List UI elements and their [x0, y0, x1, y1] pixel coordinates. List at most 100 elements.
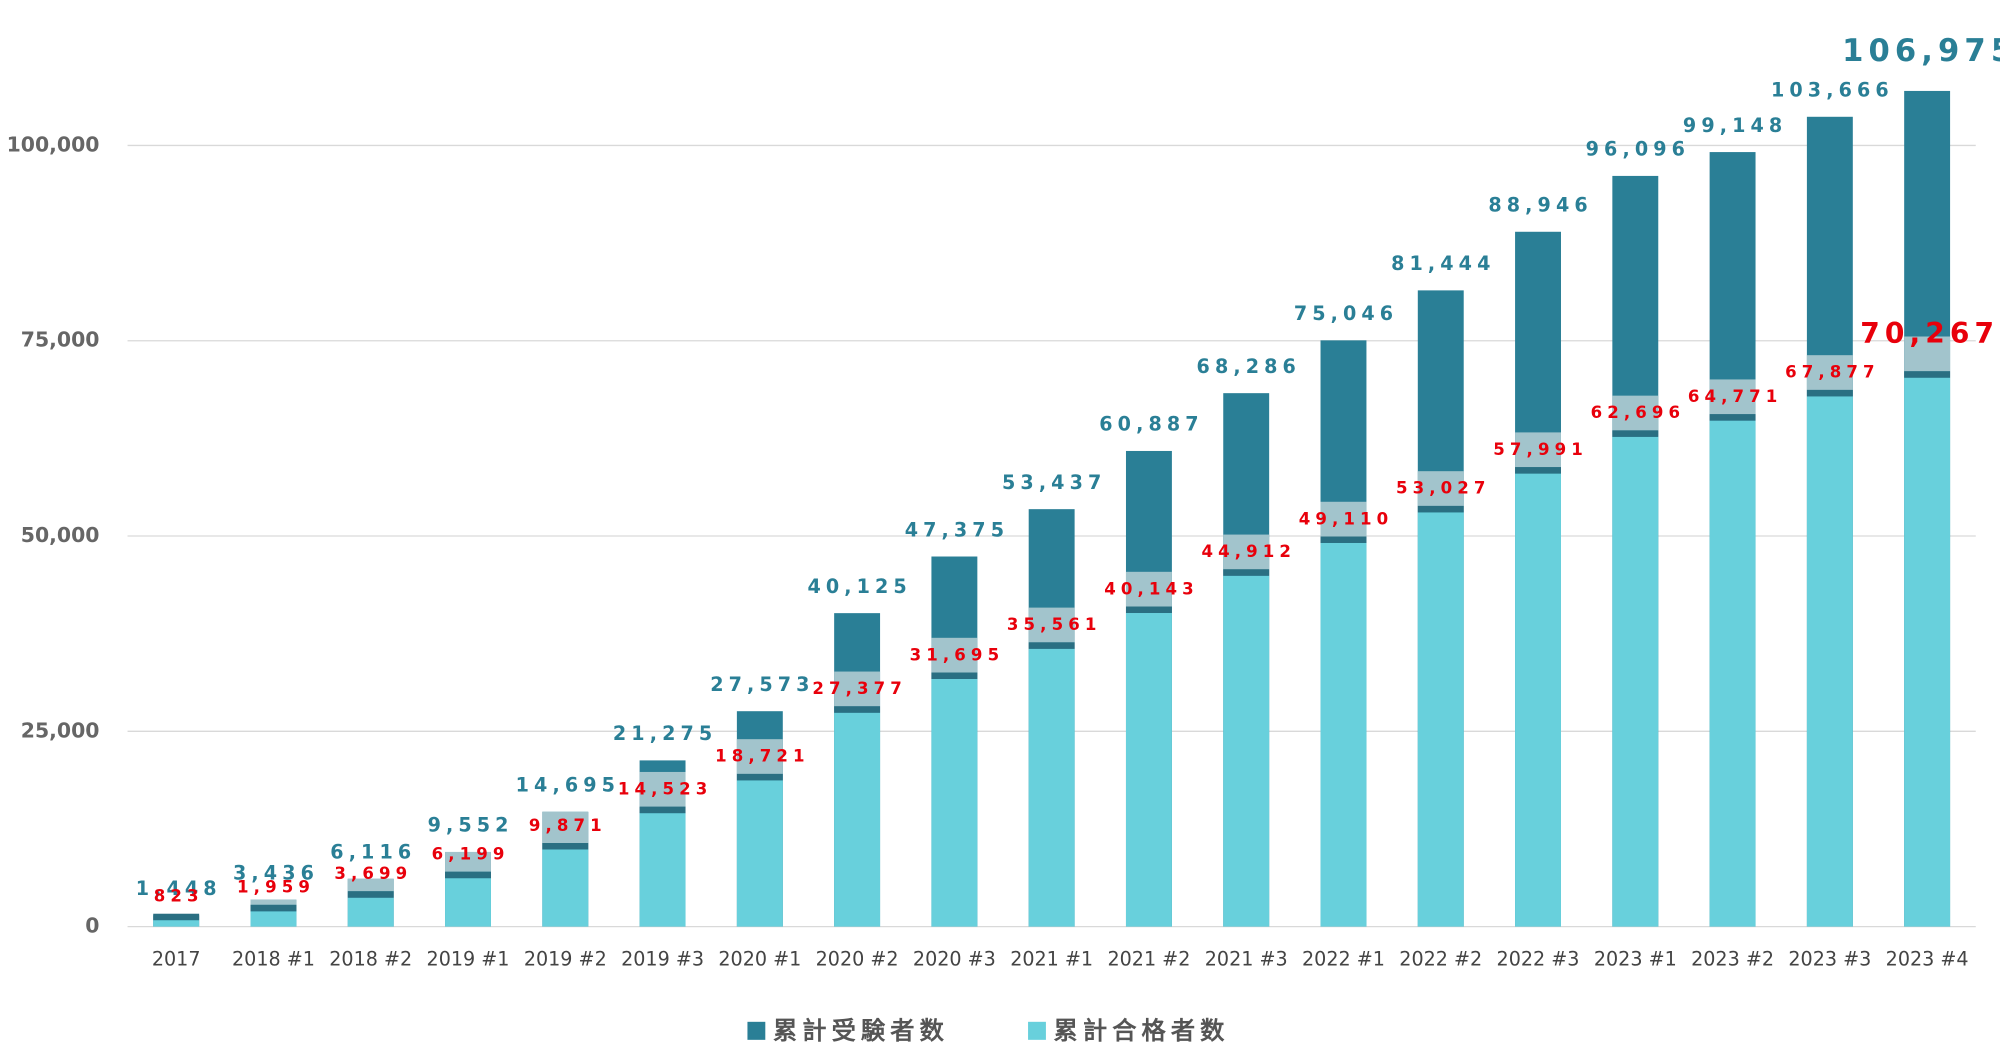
y-tick-label: 75,000 — [21, 328, 100, 352]
pass-label: 53,027 — [1396, 479, 1491, 498]
pass-label: 67,877 — [1785, 363, 1880, 382]
pass-edge — [445, 871, 491, 879]
total-label: 99,148 — [1683, 114, 1787, 137]
label-band — [542, 811, 589, 844]
pass-bar — [1223, 575, 1270, 927]
pass-bar — [1806, 396, 1853, 927]
pass-bar — [1904, 377, 1951, 927]
pass-bar — [1028, 648, 1075, 927]
pass-edge — [1709, 414, 1756, 421]
label-band — [1709, 379, 1756, 415]
label-band — [639, 771, 686, 807]
pass-bar — [931, 678, 978, 927]
pass-edge — [931, 672, 978, 679]
label-band — [1223, 534, 1270, 570]
label-band — [445, 851, 491, 872]
pass-label: 823 — [154, 886, 204, 905]
label-band — [1028, 607, 1075, 643]
total-label: 75,046 — [1294, 302, 1398, 325]
label-band — [250, 899, 297, 905]
pass-edge — [347, 891, 394, 898]
x-tick-label: 2023 #3 — [1788, 947, 1871, 970]
pass-edge — [1320, 536, 1367, 543]
x-tick-label: 2022 #3 — [1497, 947, 1580, 970]
pass-edge — [1028, 642, 1075, 649]
label-band — [1125, 571, 1172, 607]
total-label: 88,946 — [1488, 193, 1592, 216]
total-label: 3,436 — [233, 861, 319, 884]
label-band — [347, 878, 394, 892]
pass-label: 18,721 — [715, 747, 810, 766]
label-band — [1515, 432, 1561, 468]
label-band — [1806, 355, 1853, 390]
total-label: 1,448 — [136, 877, 222, 900]
pass-bar — [1709, 420, 1756, 927]
total-label: 47,375 — [905, 518, 1009, 541]
total-label: 9,552 — [428, 814, 514, 837]
pass-bar — [542, 849, 589, 927]
pass-edge — [1417, 505, 1464, 513]
x-tick-label: 2019 #3 — [621, 947, 704, 970]
pass-label: 6,199 — [432, 844, 510, 863]
pass-label: 14,523 — [618, 779, 713, 798]
pass-bar — [1320, 542, 1367, 927]
pass-edge — [250, 904, 297, 912]
x-tick-label: 2021 #2 — [1107, 947, 1190, 970]
y-tick-label: 0 — [85, 914, 99, 938]
label-band — [1612, 395, 1659, 431]
x-tick-label: 2022 #2 — [1399, 947, 1482, 970]
pass-bar — [834, 712, 881, 927]
pass-bar — [250, 911, 297, 927]
pass-label: 57,991 — [1493, 440, 1588, 459]
label-band — [931, 637, 978, 673]
pass-label: 31,695 — [910, 645, 1005, 664]
legend-swatch — [1028, 1021, 1046, 1040]
label-band — [834, 671, 881, 707]
total-label: 96,096 — [1586, 138, 1690, 161]
pass-bar — [1417, 512, 1464, 927]
total-label: 53,437 — [1002, 471, 1106, 494]
x-tick-label: 2018 #1 — [232, 947, 315, 970]
total-label: 6,116 — [330, 841, 416, 864]
pass-bar — [445, 878, 491, 927]
pass-label: 62,696 — [1591, 403, 1686, 422]
total-label: 14,695 — [516, 773, 620, 796]
x-tick-label: 2023 #1 — [1594, 947, 1677, 970]
pass-edge — [736, 773, 783, 781]
total-label: 40,125 — [807, 575, 911, 598]
pass-bar — [736, 780, 783, 927]
pass-edge — [1806, 389, 1853, 397]
pass-edge — [1612, 430, 1659, 437]
pass-bar — [347, 897, 394, 927]
x-tick-label: 2017 — [152, 947, 201, 970]
label-band — [736, 739, 783, 774]
label-band — [1904, 336, 1951, 372]
pass-label: 27,377 — [812, 679, 907, 698]
pass-bar — [1612, 436, 1659, 927]
total-label: 27,573 — [710, 673, 814, 696]
total-label: 60,887 — [1099, 413, 1203, 436]
x-tick-label: 2018 #2 — [329, 947, 412, 970]
total-label: 103,666 — [1771, 78, 1894, 101]
pass-bar — [153, 920, 200, 927]
total-label: 106,975 — [1842, 33, 2000, 69]
y-tick-label: 25,000 — [21, 718, 100, 742]
pass-label: 9,871 — [529, 816, 607, 835]
pass-bar — [1125, 613, 1172, 927]
pass-label: 70,267 — [1860, 317, 1999, 350]
pass-edge — [153, 913, 200, 921]
x-tick-label: 2020 #3 — [913, 947, 996, 970]
label-band — [1320, 501, 1367, 537]
pass-edge — [542, 843, 589, 850]
x-tick-label: 2021 #3 — [1205, 947, 1288, 970]
pass-edge — [1125, 606, 1172, 614]
pass-edge — [834, 706, 881, 713]
pass-bar — [639, 813, 686, 927]
y-tick-label: 100,000 — [7, 132, 100, 156]
pass-label: 1,959 — [237, 878, 315, 897]
label-band — [1417, 471, 1464, 506]
y-tick-label: 50,000 — [21, 523, 100, 547]
x-tick-label: 2023 #2 — [1691, 947, 1774, 970]
pass-label: 35,561 — [1007, 615, 1102, 634]
